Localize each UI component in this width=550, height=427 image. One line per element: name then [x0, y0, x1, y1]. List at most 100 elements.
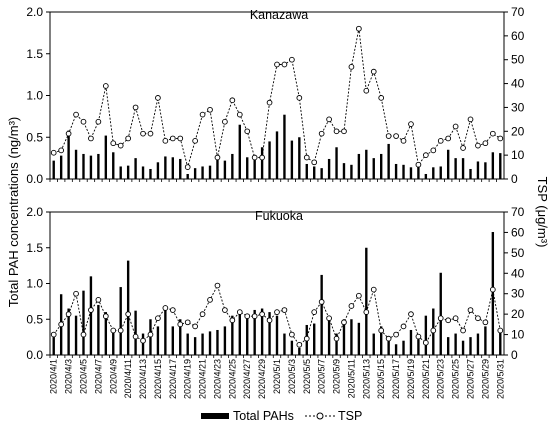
fukuoka-pah-bar-43	[365, 247, 368, 355]
fukuoka-tsp-point-40	[341, 319, 347, 326]
fukuoka-pah-bar-20	[193, 337, 197, 356]
kanazawa-pah-bar-20	[193, 168, 197, 179]
fukuoka-tsp-point-35	[303, 335, 310, 342]
fukuoka-pah-bar-45	[380, 326, 383, 355]
kanazawa-tsp-point-58	[475, 142, 481, 149]
kanazawa-tsp-point-37	[318, 130, 325, 137]
kanazawa-left-tick-label: 1.5	[26, 47, 43, 61]
kanazawa-pah-bar-24	[223, 160, 227, 179]
fukuoka-pah-bar-22	[208, 331, 212, 355]
kanazawa-tsp-point-49	[408, 121, 414, 127]
fukuoka-pah-bar-27	[246, 315, 249, 355]
fukuoka-left-tick-label: 1.0	[26, 277, 43, 291]
x-date-label: 2020/4/13	[138, 359, 148, 399]
kanazawa-tsp-point-43	[363, 87, 370, 94]
fukuoka-tsp-point-47	[393, 331, 399, 338]
x-date-label: 2020/5/3	[287, 359, 297, 394]
x-date-label: 2020/5/29	[480, 359, 490, 399]
x-date-label: 2020/4/9	[108, 359, 118, 394]
kanazawa-pah-bar-26	[238, 124, 241, 179]
kanazawa-pah-bar-52	[432, 167, 435, 179]
x-date-label: 2020/5/21	[421, 359, 431, 399]
kanazawa-pah-bar-53	[439, 166, 442, 179]
kanazawa-pah-bar-61	[499, 153, 502, 179]
fukuoka-pah-bar-50	[417, 339, 420, 355]
fukuoka-pah-bar-60	[491, 232, 495, 355]
fukuoka-pah-bar-34	[298, 347, 301, 355]
fukuoka-tsp-point-13	[140, 337, 146, 344]
kanazawa-pah-bar-28	[253, 158, 256, 179]
kanazawa-pah-bar-23	[216, 155, 219, 179]
x-date-label: 2020/5/11	[346, 359, 356, 398]
fukuoka-tsp-point-43	[363, 309, 370, 315]
fukuoka-tsp-point-29	[259, 311, 265, 317]
x-date-label: 2020/4/15	[153, 359, 163, 399]
kanazawa-pah-bar-10	[119, 166, 122, 179]
fukuoka-tsp-point-8	[102, 313, 109, 320]
legend-bar-swatch	[201, 413, 229, 419]
kanazawa-left-tick-label: 2.0	[26, 5, 43, 19]
fukuoka-tsp-point-24	[222, 307, 228, 313]
kanazawa-pah-bar-37	[320, 168, 323, 179]
fukuoka-pah-bar-58	[476, 333, 480, 355]
kanazawa-pah-bar-14	[149, 168, 152, 179]
fukuoka-left-ticks: 0.0 0.5 1.0 1.5 2.0	[26, 205, 497, 362]
fukuoka-pah-bar-23	[216, 329, 219, 355]
kanazawa-pah-bar-45	[380, 153, 383, 179]
kanazawa-pah-bar-4	[74, 149, 78, 179]
fukuoka-pah-bar-21	[201, 333, 204, 355]
kanazawa-pah-bar-35	[305, 163, 308, 179]
fukuoka-tsp-point-61	[497, 327, 504, 334]
kanazawa-pah-bar-12	[134, 158, 137, 180]
fukuoka-pah-bar-1	[52, 337, 55, 356]
x-date-label: 2020/5/23	[436, 359, 446, 399]
fukuoka-pah-bar-48	[402, 340, 405, 355]
fukuoka-right-tick-label: 50	[511, 246, 525, 260]
kanazawa-pah-bar-59	[484, 162, 487, 179]
fukuoka-pah-bar-13	[141, 333, 145, 355]
fukuoka-tsp-point-6	[88, 307, 94, 313]
fukuoka-pah-bar-57	[469, 337, 472, 356]
fukuoka-tsp-point-34	[296, 341, 303, 348]
fukuoka-tsp-point-33	[289, 331, 295, 338]
fukuoka-pah-bar-15	[156, 326, 160, 355]
fukuoka-pah-bar-12	[134, 310, 137, 355]
kanazawa-right-tick-label: 0	[511, 172, 518, 186]
kanazawa-tsp-point-18	[177, 135, 184, 142]
kanazawa-tsp-point-4	[73, 111, 79, 118]
kanazawa-pah-bar-39	[335, 147, 338, 179]
x-date-label: 2020/4/27	[242, 359, 252, 399]
fukuoka-right-tick-label: 20	[511, 307, 525, 321]
fukuoka-tsp-point-37	[318, 299, 325, 305]
kanazawa-tsp-point-8	[102, 83, 109, 89]
fukuoka-pah-bar-10	[119, 287, 122, 355]
fukuoka-pah-bar-28	[253, 309, 256, 355]
kanazawa-right-tick-label: 10	[511, 148, 525, 162]
kanazawa-tsp-point-14	[147, 130, 154, 137]
fukuoka-tsp-point-3	[65, 311, 72, 317]
kanazawa-tsp-point-29	[259, 154, 265, 161]
kanazawa-pah-bar-44	[372, 158, 375, 180]
x-date-label: 2020/5/17	[391, 359, 401, 399]
fukuoka-tsp-point-45	[378, 327, 385, 334]
fukuoka-tsp-point-46	[385, 335, 392, 342]
fukuoka-pah-bar-17	[171, 326, 174, 355]
kanazawa-pah-bar-55	[454, 158, 457, 180]
kanazawa-right-tick-label: 20	[511, 124, 525, 138]
kanazawa-pah-bar-3	[67, 130, 70, 179]
kanazawa-pah-bar-31	[275, 131, 279, 179]
kanazawa-tsp-point-55	[452, 123, 459, 130]
x-date-label: 2020/4/5	[78, 359, 88, 394]
fukuoka-pah-bar-11	[126, 260, 130, 355]
x-date-label: 2020/4/29	[257, 359, 267, 399]
fukuoka-pah-bar-9	[112, 329, 115, 355]
kanazawa-right-ticks: 0 10 20 30 40 50 60 70	[504, 5, 525, 186]
x-date-label: 2020/5/15	[376, 359, 386, 399]
kanazawa-tsp-point-47	[393, 133, 399, 139]
fukuoka-tsp-point-16	[162, 305, 169, 311]
kanazawa-tsp-point-3	[65, 130, 72, 137]
kanazawa-tsp-point-22	[207, 106, 213, 113]
kanazawa-pah-bar-40	[342, 163, 346, 179]
fukuoka-tsp-point-53	[437, 315, 444, 322]
